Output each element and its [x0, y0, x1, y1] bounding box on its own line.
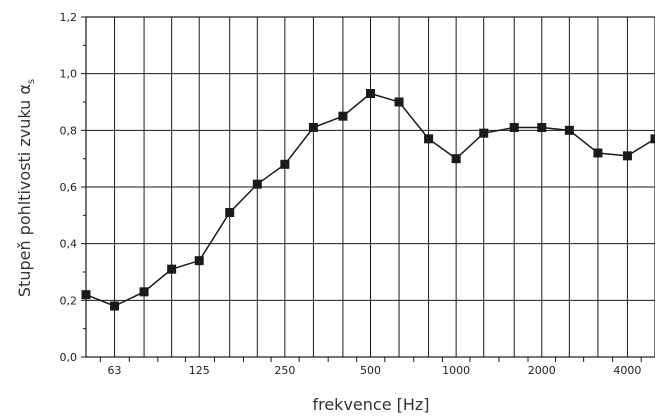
- y-tick-label: 0,6: [60, 181, 78, 194]
- data-point: [82, 290, 91, 299]
- y-axis-title-main: Stupeň pohltivosti zvuku α: [15, 84, 34, 297]
- data-point: [537, 123, 546, 132]
- data-point: [452, 154, 461, 163]
- data-point: [140, 287, 149, 296]
- data-point: [225, 208, 234, 217]
- y-tick-label: 1,0: [60, 68, 78, 81]
- x-axis-title: frekvence [Hz]: [312, 395, 429, 414]
- x-tick-label: 1000: [442, 364, 470, 377]
- x-tick-label: 125: [189, 364, 210, 377]
- data-point: [651, 134, 655, 143]
- x-tick-label: 63: [108, 364, 122, 377]
- y-tick-label: 0,4: [60, 238, 78, 251]
- data-point: [195, 256, 204, 265]
- y-tick-label: 0,8: [60, 124, 78, 137]
- data-point: [167, 265, 176, 274]
- data-point: [479, 129, 488, 138]
- data-point: [253, 180, 262, 189]
- y-tick-label: 1,2: [60, 11, 78, 24]
- data-point: [110, 302, 119, 311]
- data-point: [366, 89, 375, 98]
- y-tick-label: 0,0: [60, 351, 78, 364]
- x-tick-label: 250: [274, 364, 295, 377]
- x-tick-label: 500: [360, 364, 381, 377]
- x-tick-label: 2000: [528, 364, 556, 377]
- y-axis-title-subscript: s: [26, 79, 37, 84]
- data-point: [424, 134, 433, 143]
- data-point: [510, 123, 519, 132]
- data-point: [280, 160, 289, 169]
- data-point: [338, 112, 347, 121]
- data-point: [623, 151, 632, 160]
- x-tick-label: 4000: [613, 364, 641, 377]
- data-point: [395, 98, 404, 107]
- y-tick-label: 0,2: [60, 294, 78, 307]
- data-point: [593, 149, 602, 158]
- data-point: [565, 126, 574, 135]
- data-point: [309, 123, 318, 132]
- y-axis-title: Stupeň pohltivosti zvuku αs: [15, 79, 37, 297]
- grid: [86, 17, 655, 357]
